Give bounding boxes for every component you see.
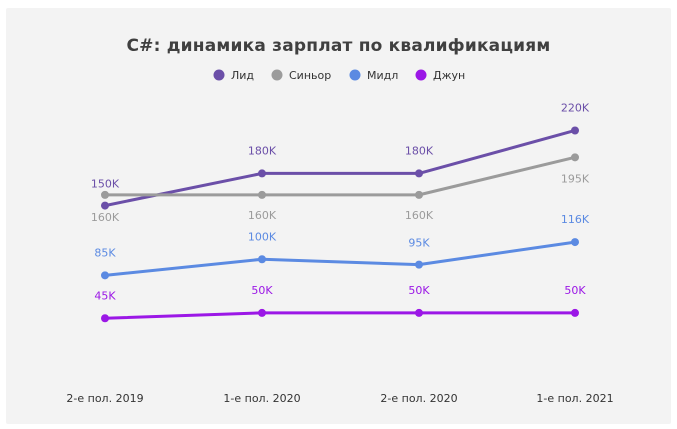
data-label-1-0: 160K — [91, 211, 120, 224]
data-point-0-3 — [571, 126, 579, 135]
x-tick-label-1: 1-е пол. 2020 — [223, 392, 300, 405]
data-label-3-1: 50K — [251, 284, 273, 297]
data-label-3-3: 50K — [564, 284, 586, 297]
data-point-1-1 — [258, 190, 266, 199]
data-point-2-2 — [415, 260, 423, 269]
legend-2-label: Мидл — [367, 69, 398, 82]
x-tick-label-2: 2-е пол. 2020 — [380, 392, 457, 405]
data-points — [101, 126, 579, 323]
data-label-1-2: 160K — [405, 209, 434, 222]
data-point-2-0 — [101, 271, 109, 280]
legend-0-label: Лид — [231, 69, 254, 82]
data-labels: 150K 180K 180K 220K 160K 160K 160K 195K 85K 100K 9… — [91, 101, 590, 302]
legend-3-marker — [415, 69, 427, 81]
legend-0-marker — [213, 69, 225, 81]
data-label-1-1: 160K — [248, 209, 277, 222]
data-label-2-2: 95K — [408, 237, 430, 250]
series-line-2 — [104, 240, 576, 277]
legend: Лид Синьор Мидл Джун — [213, 69, 465, 82]
chart-card — [6, 8, 671, 424]
series-line-0 — [104, 129, 576, 208]
data-point-3-3 — [571, 308, 579, 317]
data-label-0-1: 180K — [248, 144, 277, 157]
data-label-0-0: 150K — [91, 178, 120, 191]
legend-2-marker — [349, 69, 361, 81]
x-tick-label-0: 2-е пол. 2019 — [66, 392, 143, 405]
data-point-1-2 — [415, 190, 423, 199]
x-tick-label-3: 1-е пол. 2021 — [536, 392, 613, 405]
legend-1-label: Синьор — [289, 69, 331, 82]
data-point-3-0 — [101, 314, 109, 323]
series-line-1 — [105, 155, 576, 197]
chart-title: C#: динамика зарплат по квалификациям — [126, 36, 551, 56]
data-point-2-3 — [571, 238, 579, 247]
x-axis-ticks: 2-е пол. 2019 1-е пол. 2020 2-е пол. 2020 1… — [66, 392, 613, 405]
data-label-3-0: 45K — [94, 289, 116, 302]
data-point-0-0 — [101, 201, 109, 210]
legend-3-label: Джун — [433, 69, 465, 82]
data-label-1-3: 195K — [561, 172, 590, 185]
legend-1-marker — [271, 69, 283, 81]
data-point-2-1 — [258, 255, 266, 264]
series-lines — [104, 129, 576, 320]
data-label-2-1: 100K — [248, 230, 277, 243]
data-label-3-2: 50K — [408, 284, 430, 297]
data-label-2-0: 85K — [94, 246, 116, 259]
data-point-0-1 — [258, 169, 266, 178]
data-label-0-3: 220K — [561, 101, 590, 114]
data-label-0-2: 180K — [405, 144, 434, 157]
data-point-1-0 — [101, 190, 109, 199]
data-label-2-3: 116K — [561, 213, 590, 226]
data-point-0-2 — [415, 169, 423, 178]
data-point-3-2 — [415, 308, 423, 317]
data-point-3-1 — [258, 308, 266, 317]
data-point-1-3 — [571, 153, 579, 162]
series-line-3 — [104, 311, 575, 320]
